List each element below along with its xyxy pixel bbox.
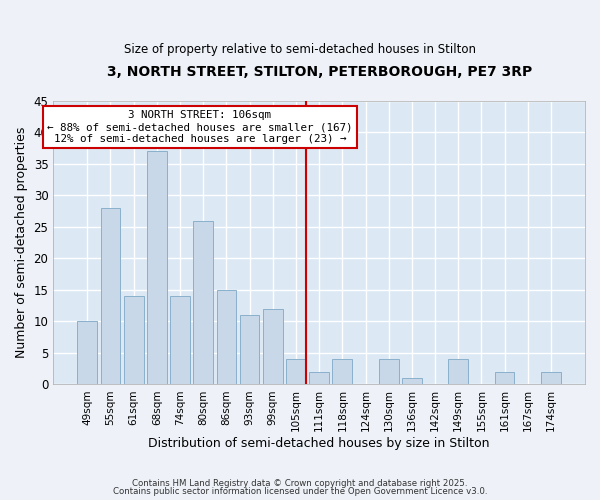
Text: 3 NORTH STREET: 106sqm
← 88% of semi-detached houses are smaller (167)
12% of se: 3 NORTH STREET: 106sqm ← 88% of semi-det… xyxy=(47,110,353,144)
Bar xyxy=(286,360,306,384)
Bar xyxy=(263,309,283,384)
Text: Size of property relative to semi-detached houses in Stilton: Size of property relative to semi-detach… xyxy=(124,42,476,56)
X-axis label: Distribution of semi-detached houses by size in Stilton: Distribution of semi-detached houses by … xyxy=(148,437,490,450)
Bar xyxy=(124,296,143,384)
Bar xyxy=(448,360,468,384)
Bar xyxy=(402,378,422,384)
Y-axis label: Number of semi-detached properties: Number of semi-detached properties xyxy=(15,127,28,358)
Bar xyxy=(309,372,329,384)
Text: Contains HM Land Registry data © Crown copyright and database right 2025.: Contains HM Land Registry data © Crown c… xyxy=(132,478,468,488)
Title: 3, NORTH STREET, STILTON, PETERBOROUGH, PE7 3RP: 3, NORTH STREET, STILTON, PETERBOROUGH, … xyxy=(107,65,532,79)
Bar xyxy=(379,360,398,384)
Bar xyxy=(332,360,352,384)
Bar xyxy=(240,315,259,384)
Bar xyxy=(101,208,121,384)
Bar xyxy=(495,372,514,384)
Bar xyxy=(147,152,167,384)
Bar xyxy=(193,220,213,384)
Bar xyxy=(217,290,236,384)
Text: Contains public sector information licensed under the Open Government Licence v3: Contains public sector information licen… xyxy=(113,487,487,496)
Bar xyxy=(541,372,561,384)
Bar xyxy=(170,296,190,384)
Bar xyxy=(77,322,97,384)
